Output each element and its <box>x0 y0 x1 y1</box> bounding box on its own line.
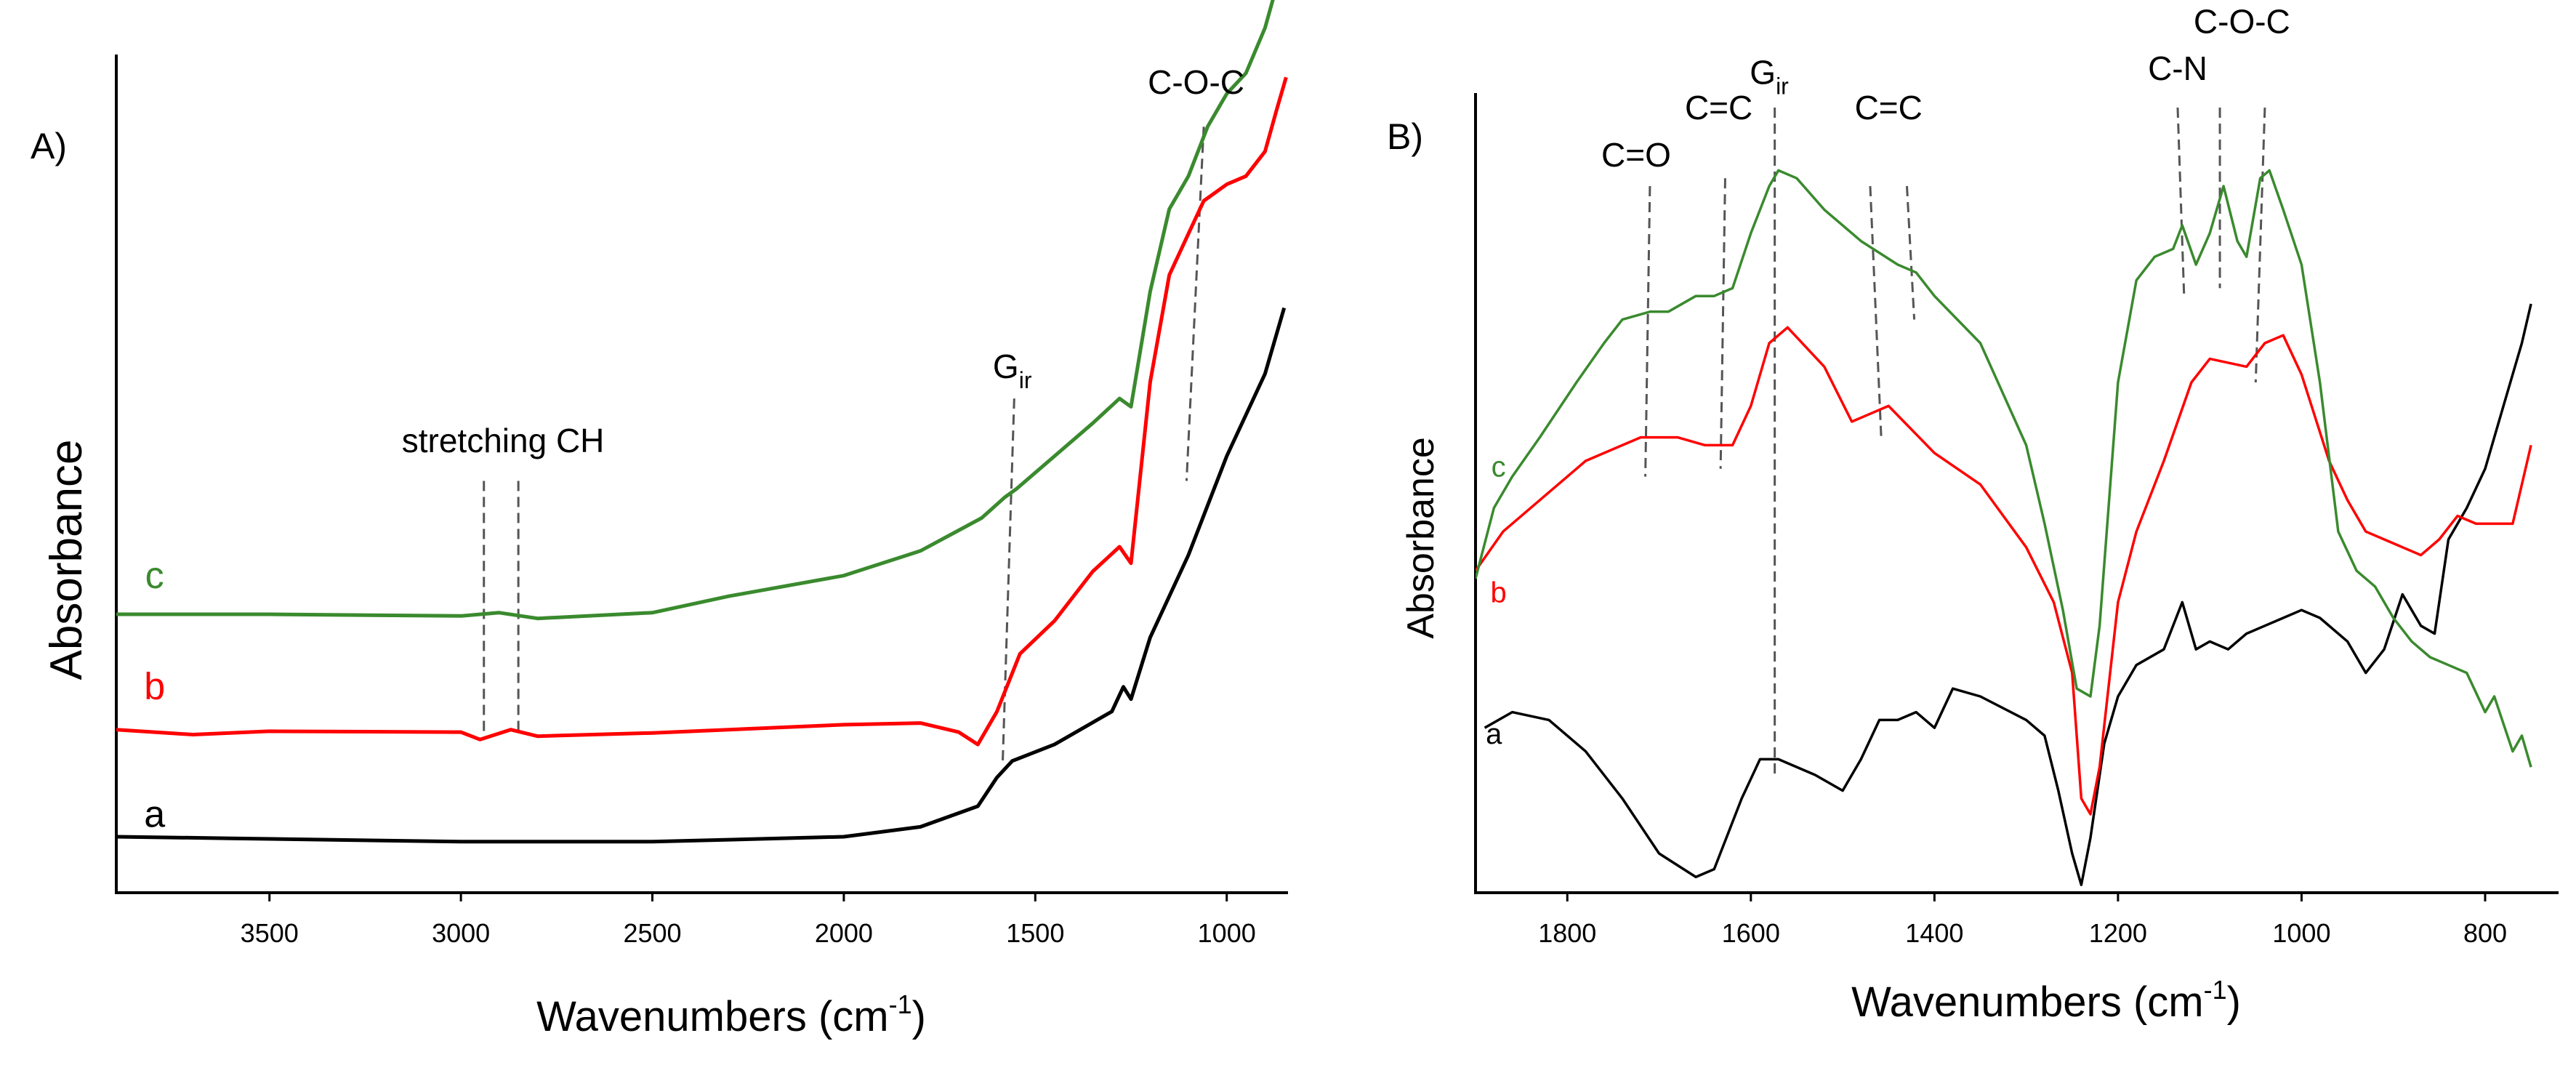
y-axis-label: Absorbance <box>41 440 92 680</box>
peak-guide-line <box>1644 185 1651 477</box>
x-tick-label: 2000 <box>815 918 873 948</box>
peak-guide-line <box>1002 398 1015 761</box>
peak-annotation: C=C <box>1685 89 1752 126</box>
peak-annotation: Gir <box>993 347 1032 393</box>
peak-annotation: C=O <box>1601 136 1671 174</box>
spectrum-c <box>1476 169 2532 768</box>
series-label-c: c <box>145 555 164 597</box>
x-tick-label: 1500 <box>1006 918 1064 948</box>
spectrum-a <box>1484 303 2532 886</box>
peak-annotation: C-N <box>2148 49 2207 87</box>
x-tick-label: 800 <box>2463 918 2507 948</box>
panel-label: B) <box>1387 116 1423 157</box>
peak-guide-line <box>1719 178 1726 469</box>
peak-guide-line <box>2254 107 2266 383</box>
peak-guide-line <box>1869 185 1883 438</box>
peak-annotation: C-O-C <box>2194 2 2290 40</box>
peak-guide-line <box>2176 107 2186 297</box>
peak-annotation: Gir <box>1750 54 1789 100</box>
panel-label: A) <box>31 126 67 166</box>
series-label-b: b <box>144 666 165 708</box>
peak-guide-line <box>1905 185 1916 320</box>
spectrum-b <box>1476 326 2532 816</box>
spectrum-a <box>116 307 1287 844</box>
x-tick-label: 1800 <box>1538 918 1596 948</box>
x-tick-label: 1000 <box>1198 918 1256 948</box>
x-tick-label: 1400 <box>1905 918 1963 948</box>
series-label-a: a <box>1486 718 1502 750</box>
series-label-a: a <box>144 793 165 835</box>
x-tick-label: 3000 <box>432 918 490 948</box>
x-tick-label: 1000 <box>2272 918 2330 948</box>
x-tick-label: 2500 <box>623 918 681 948</box>
peak-annotation: stretching CH <box>402 422 605 459</box>
spectrum-c <box>116 0 1275 621</box>
peak-annotation: C-O-C <box>1148 63 1244 101</box>
panel-b: 1800 1600 1400 1200 1000 800 B) Wavenumbers (cm… <box>1387 2 2559 1026</box>
y-axis-label: Absorbance <box>1400 437 1442 639</box>
x-axis-label: Wavenumbers (cm-1) <box>536 989 926 1040</box>
x-tick-label: 1600 <box>1722 918 1780 948</box>
x-tick-label: 1200 <box>2089 918 2147 948</box>
x-tick-label: 3500 <box>241 918 299 948</box>
peak-annotation: C=C <box>1855 89 1923 126</box>
series-label-b: b <box>1490 576 1506 608</box>
spectrum-b <box>116 76 1288 747</box>
series-label-c: c <box>1492 451 1506 483</box>
panel-a: 3500 3000 2500 2000 1500 1000 A) Wavenumbers (c… <box>31 0 1288 1040</box>
peak-guide-line <box>1185 126 1205 481</box>
x-axis-label: Wavenumbers (cm-1) <box>1851 975 2241 1026</box>
